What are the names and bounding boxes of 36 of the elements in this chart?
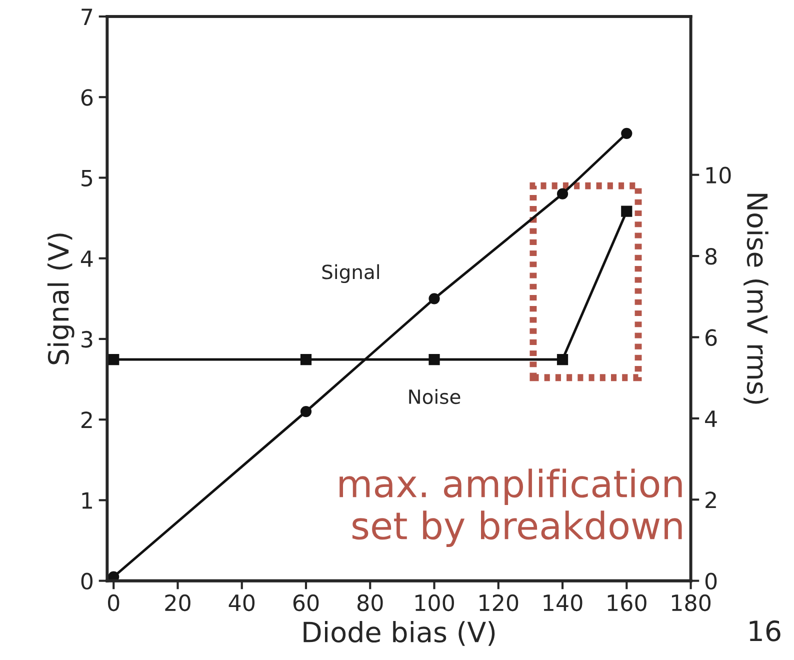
point xyxy=(300,406,312,418)
point xyxy=(621,128,632,139)
y-tick-label: 6 xyxy=(81,89,93,106)
text: Signal xyxy=(322,264,379,284)
x-tick-label: 120 xyxy=(480,594,518,612)
y-axis-title: Signal (V) xyxy=(47,234,74,364)
x-tick-label: 140 xyxy=(544,594,582,612)
y-tick-label: 0 xyxy=(81,572,93,590)
point xyxy=(428,293,440,304)
point xyxy=(108,571,120,581)
x-tick-label: 180 xyxy=(672,594,711,612)
y2-tick-label: 8 xyxy=(705,248,717,265)
x-tick-label: 20 xyxy=(165,594,190,612)
x-axis-title: Diode bias (V) xyxy=(304,621,495,646)
series-label: Noise xyxy=(409,389,460,404)
x-tick-label: 160 xyxy=(608,594,646,612)
y2-tick-label: 4 xyxy=(705,410,717,427)
y2-tick-label: 6 xyxy=(706,329,717,346)
y-tick-label: 7 xyxy=(82,8,92,25)
y-tick-label: 3 xyxy=(82,330,92,348)
x-tick-label: 80 xyxy=(357,594,383,612)
x-tick-label: 0 xyxy=(108,594,120,612)
point xyxy=(556,188,568,200)
y-tick-label: 1 xyxy=(82,492,92,509)
x-tick-label: 100 xyxy=(415,594,454,612)
text: 16 xyxy=(750,620,780,642)
y-tick-label: 2 xyxy=(81,412,92,428)
y2-tick-label: 0 xyxy=(705,572,717,590)
x-tick-label: 40 xyxy=(228,594,255,612)
x-tick-label: 60 xyxy=(293,594,319,612)
y-tick-label: 5 xyxy=(82,170,92,186)
y2-tick-label: 10 xyxy=(706,166,731,184)
y-tick-label: 4 xyxy=(80,250,93,267)
annotation: max. amplification set by breakdown xyxy=(340,468,682,547)
y2-axis-title: Noise (mV rms) xyxy=(744,194,768,404)
y2-tick-label: 2 xyxy=(706,492,716,508)
